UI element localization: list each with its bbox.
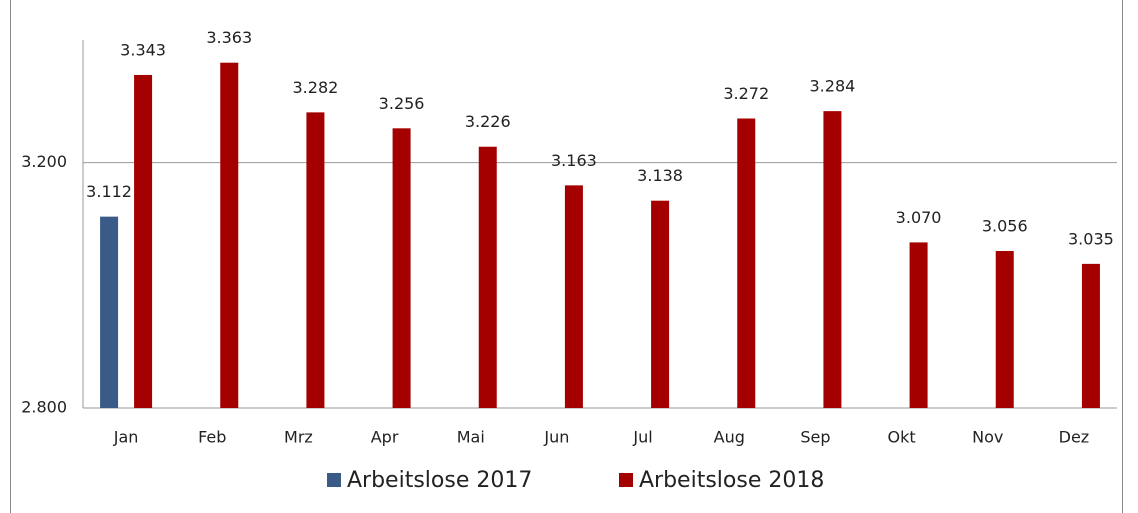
data-label: 3.035	[1068, 229, 1114, 248]
legend-swatch	[619, 473, 633, 487]
bar	[478, 146, 497, 408]
x-tick-label: Mai	[457, 428, 485, 447]
x-tick-label: Jan	[113, 428, 139, 447]
data-label: 3.226	[465, 112, 511, 131]
data-label: 3.272	[723, 84, 769, 103]
legend-text: Arbeitslose 2018	[639, 468, 824, 493]
bar	[564, 185, 583, 408]
bar	[392, 128, 411, 408]
x-tick-label: Dez	[1059, 428, 1090, 447]
y-tick-label: 3.200	[21, 152, 67, 171]
data-label: 3.343	[120, 40, 166, 59]
bar	[1081, 263, 1100, 408]
bar	[100, 216, 119, 408]
x-tick-label: Aug	[714, 428, 745, 447]
data-label: 3.256	[379, 94, 425, 113]
data-label: 3.056	[982, 216, 1028, 235]
bar	[995, 250, 1014, 408]
data-label: 3.112	[86, 182, 132, 201]
bar	[823, 111, 842, 408]
x-tick-label: Okt	[888, 428, 916, 447]
x-tick-label: Sep	[800, 428, 830, 447]
bar	[306, 112, 325, 408]
bar	[134, 74, 153, 409]
chart-border	[10, 0, 1123, 513]
y-tick-label: 2.800	[21, 398, 67, 417]
x-tick-label: Feb	[198, 428, 226, 447]
legend-text: Arbeitslose 2017	[347, 468, 532, 493]
data-label: 3.284	[810, 77, 856, 96]
x-tick-label: Apr	[371, 428, 399, 447]
legend-swatch	[327, 473, 341, 487]
data-label: 3.282	[293, 78, 339, 97]
data-label: 3.363	[206, 28, 252, 47]
x-tick-label: Mrz	[284, 428, 313, 447]
x-tick-label: Nov	[972, 428, 1003, 447]
data-label: 3.070	[896, 208, 942, 227]
bar	[651, 200, 670, 408]
bar	[737, 118, 756, 409]
x-tick-label: Jun	[543, 428, 569, 447]
x-tick-label: Jul	[632, 428, 652, 447]
bar	[909, 242, 928, 408]
data-label: 3.138	[637, 166, 683, 185]
data-label: 3.163	[551, 151, 597, 170]
bar	[220, 62, 239, 409]
